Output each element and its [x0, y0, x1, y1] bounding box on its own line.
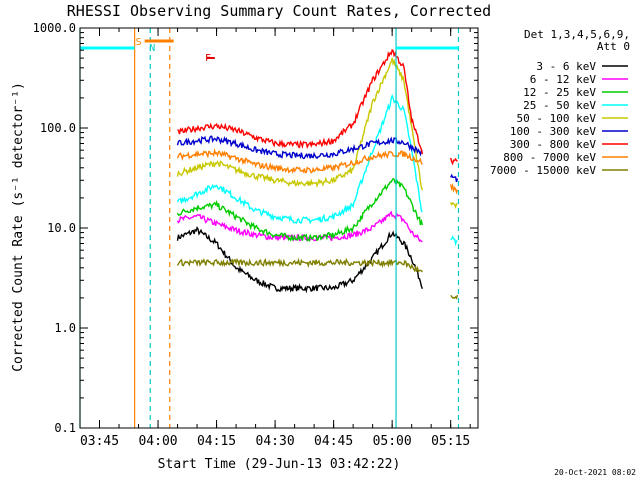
- legend-label: 6 - 12 keV: [530, 73, 597, 86]
- flag-label-S: S: [136, 37, 142, 48]
- x-tick-label: 05:15: [431, 434, 470, 449]
- series-line-800-7000-kev: [176, 148, 459, 195]
- series-line-12-25-kev: [176, 177, 424, 242]
- series-line-3-6-kev: [176, 226, 424, 294]
- series-line-6-12-kev: [176, 210, 423, 243]
- x-tick-label: 04:45: [314, 434, 353, 449]
- y-tick-label: 1.0: [54, 321, 76, 335]
- plot-frame: [79, 27, 479, 429]
- plot-area: SN F: [79, 28, 460, 428]
- chart-title: RHESSI Observing Summary Count Rates, Co…: [67, 2, 491, 20]
- legend-label: 3 - 6 keV: [536, 60, 596, 73]
- legend-label: 50 - 100 keV: [517, 112, 597, 125]
- x-tick-label: 04:30: [256, 434, 295, 449]
- series-line-50-100-kev: [176, 57, 458, 209]
- x-tick-label: 03:45: [80, 434, 119, 449]
- x-tick-label: 04:00: [138, 434, 177, 449]
- timestamp: 20-Oct-2021 08:02: [554, 468, 636, 477]
- legend-header-attenuator: Att 0: [597, 40, 630, 53]
- series-line-100-300-kev: [176, 135, 459, 183]
- legend-label: 800 - 7000 keV: [503, 151, 596, 164]
- series-line-7000-15000-kev: [176, 257, 459, 300]
- y-axis-label: Corrected Count Rate (s⁻¹ detector⁻¹): [11, 82, 26, 372]
- x-tick-label: 04:15: [197, 434, 236, 449]
- x-axis-label: Start Time (29-Jun-13 03:42:22): [158, 457, 401, 472]
- legend-label: 300 - 800 keV: [510, 138, 596, 151]
- x-tick-label: 05:00: [373, 434, 412, 449]
- legend-header-detectors: Det 1,3,4,5,6,9,: [524, 28, 630, 41]
- legend-label: 100 - 300 keV: [510, 125, 596, 138]
- y-tick-label: 0.1: [54, 421, 76, 435]
- legend-label: 7000 - 15000 keV: [490, 164, 596, 177]
- series-line-25-50-kev: [176, 93, 458, 247]
- y-tick-label: 1000.0: [33, 21, 76, 35]
- y-tick-label: 10.0: [47, 221, 76, 235]
- legend-label: 25 - 50 keV: [523, 99, 596, 112]
- axes: 0.1 1.0 10.0 100.0 1000.0 03:45 04:00 04:15 04:3…: [33, 21, 479, 449]
- legend-label: 12 - 25 keV: [523, 86, 596, 99]
- series-line-300-800-kev: [177, 48, 458, 166]
- flag-label-N: N: [149, 43, 155, 54]
- flag-label-F: F: [205, 53, 211, 64]
- y-tick-label: 100.0: [40, 121, 76, 135]
